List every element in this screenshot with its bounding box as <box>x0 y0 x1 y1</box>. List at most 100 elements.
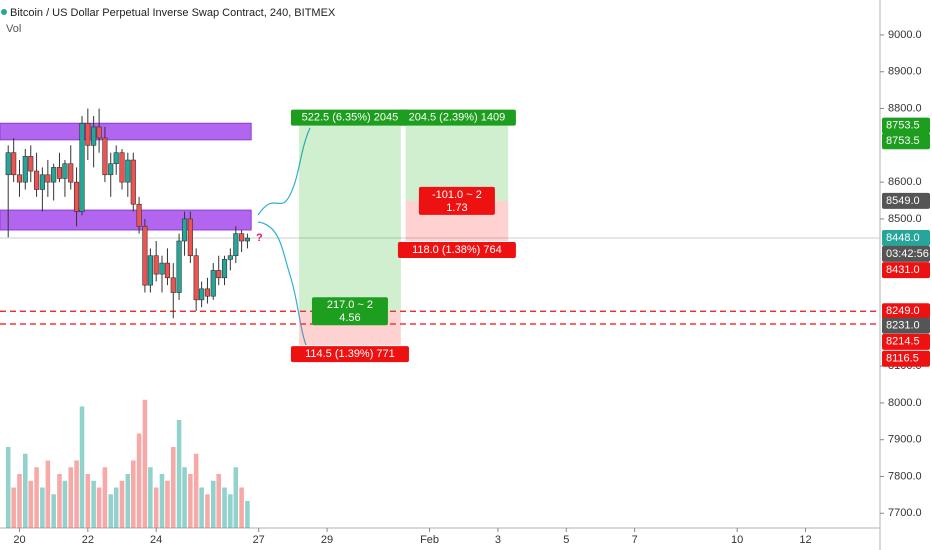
volume-bar <box>193 453 199 528</box>
candle-body <box>239 233 245 242</box>
x-tick-label: 5 <box>563 534 569 546</box>
volume-bar <box>188 474 193 528</box>
forecast-curve <box>257 127 311 216</box>
candle-body <box>51 167 57 183</box>
volume-label: Vol <box>6 23 21 35</box>
candle-body <box>119 152 125 183</box>
volume-bar <box>57 474 62 528</box>
supply-zone <box>0 122 252 141</box>
position-ratio-label-box <box>311 297 388 326</box>
candle-body <box>193 255 199 301</box>
candle-body <box>244 237 251 242</box>
price-label-box <box>882 192 930 209</box>
volume-bar <box>239 487 244 528</box>
y-tick-label: 8900.0 <box>888 66 922 78</box>
position-ratio-label: 217.0 ~ 2 <box>327 299 373 311</box>
candle-body <box>199 288 205 301</box>
volume-bar <box>222 487 227 528</box>
volume-bar <box>108 494 114 528</box>
candle-body <box>56 167 63 179</box>
volume-bar <box>85 474 91 528</box>
candle-body <box>233 233 239 257</box>
x-tick-label: 20 <box>13 534 25 546</box>
candle-body <box>227 255 233 260</box>
volume-bar <box>91 480 96 528</box>
price-label: 8448.0 <box>886 232 920 244</box>
position-ratio-label: 1.73 <box>446 202 467 214</box>
candle-body <box>221 259 228 279</box>
candle-body <box>147 255 153 286</box>
candle-body <box>5 152 11 176</box>
candle-body <box>216 270 222 279</box>
volume-bar <box>28 480 34 528</box>
candle-body <box>204 288 211 297</box>
candle-body <box>28 156 34 172</box>
volume-bar <box>51 494 56 528</box>
price-label-box <box>882 230 930 247</box>
volume-bar <box>113 487 119 528</box>
price-label: 8431.0 <box>886 264 920 276</box>
volume-bar <box>125 474 131 528</box>
volume-bar <box>176 420 182 528</box>
candle-body <box>159 262 165 275</box>
position-target-label: 204.5 (2.39%) 1409 <box>409 112 506 124</box>
x-tick-label: 3 <box>495 534 501 546</box>
x-tick-label: 24 <box>150 534 162 546</box>
price-label-box <box>882 133 930 150</box>
volume-bar <box>23 453 28 528</box>
profit-zone <box>299 125 401 312</box>
volume-bar <box>40 487 45 528</box>
volume-bar <box>228 494 233 528</box>
candle-body <box>210 270 216 297</box>
volume-bar <box>131 460 136 528</box>
volume-bar <box>153 487 159 528</box>
candle-body <box>187 218 193 257</box>
candle-body <box>164 262 171 279</box>
volume-bar <box>165 480 170 528</box>
position-stop-label: 118.0 (1.38%) 764 <box>412 244 502 256</box>
volume-bar <box>210 480 216 528</box>
position-stop-label-box <box>290 346 409 363</box>
volume-bar <box>68 467 74 528</box>
x-tick-label: 7 <box>632 534 638 546</box>
volume-bar <box>205 494 210 528</box>
candle-body <box>73 181 80 212</box>
candle-body <box>68 163 74 183</box>
position-target-label: 522.5 (6.35%) 2045 <box>302 112 399 124</box>
candle-body <box>108 163 114 176</box>
volume-bar <box>142 399 148 528</box>
volume-bar <box>17 474 22 528</box>
price-label: 8214.5 <box>886 336 920 348</box>
price-label: 8116.5 <box>886 353 919 365</box>
volume-bar <box>34 467 39 528</box>
candle-body <box>113 152 119 165</box>
price-label-box <box>882 262 930 279</box>
price-label-box <box>882 317 930 334</box>
question-marker: ? <box>256 232 263 244</box>
y-tick-label: 8600.0 <box>888 176 922 188</box>
candle-body <box>96 126 102 139</box>
y-tick-label: 8800.0 <box>888 102 922 114</box>
chart-title: Bitcoin / US Dollar Perpetual Inverse Sw… <box>10 7 336 19</box>
candle-body <box>91 126 97 146</box>
position-ratio-label-box <box>418 186 495 215</box>
candle-body <box>130 159 136 205</box>
position-ratio-label: 4.56 <box>339 312 360 324</box>
price-label-box <box>882 350 930 367</box>
volume-bar <box>119 480 125 528</box>
x-tick-label: 22 <box>82 534 94 546</box>
price-label-box <box>882 333 930 350</box>
volume-bar <box>216 474 221 528</box>
candle-body <box>102 137 108 176</box>
volume-bar <box>233 467 239 528</box>
price-label: 8753.5 <box>886 120 920 132</box>
candle-body <box>125 159 131 183</box>
candle-body <box>16 174 23 183</box>
volume-bar <box>96 487 102 528</box>
candle-body <box>153 255 159 275</box>
candle-body <box>136 203 142 227</box>
volume-bar <box>79 406 85 528</box>
volume-bar <box>45 460 51 528</box>
